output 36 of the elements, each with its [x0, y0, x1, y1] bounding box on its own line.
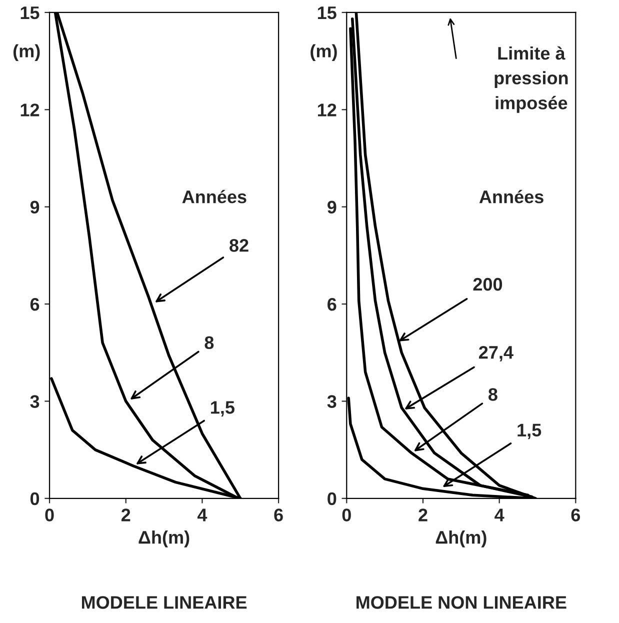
annotation: 27,4: [479, 346, 514, 362]
x-axis-title: Δh(m): [436, 530, 486, 548]
y-tick-label: 15: [20, 6, 40, 20]
annotation: Années: [479, 190, 544, 204]
x-tick-label: 0: [45, 508, 54, 522]
x-tick-label: 2: [418, 508, 428, 522]
annotation: Années: [182, 190, 246, 204]
annotation: 8: [204, 336, 214, 350]
x-tick-label: 4: [494, 508, 504, 522]
y-axis-title: (m): [13, 44, 40, 62]
x-tick-label: 0: [342, 508, 351, 522]
annotation: Limite à pression imposée: [494, 46, 568, 113]
annotation: 82: [230, 239, 248, 252]
y-axis-title: (m): [310, 44, 337, 62]
x-tick-label: 6: [274, 508, 283, 522]
y-tick-label: 6: [30, 298, 40, 311]
annotation: 1,5: [518, 424, 542, 440]
y-tick-label: 9: [328, 200, 336, 214]
y-tick-label: 3: [30, 395, 40, 408]
x-tick-label: 2: [121, 508, 130, 522]
annotation: 1,5: [211, 401, 234, 416]
y-tick-label: 15: [318, 6, 336, 20]
x-tick-label: 4: [197, 508, 208, 522]
y-tick-label: 0: [30, 492, 40, 506]
text: MODELE NON LINEAIRE: [356, 596, 566, 609]
x-tick-label: 6: [571, 508, 580, 522]
y-tick-label: 12: [318, 104, 336, 116]
annotation: 8: [488, 388, 498, 401]
y-tick-label: 12: [20, 104, 40, 116]
y-tick-label: 0: [328, 492, 336, 506]
annotation: 200: [473, 278, 502, 291]
y-tick-label: 3: [327, 395, 336, 408]
x-axis-title: Δh(m): [138, 530, 190, 548]
text: MODELE LINEAIRE: [82, 596, 247, 609]
y-tick-label: 9: [30, 200, 40, 214]
y-tick-label: 6: [328, 298, 336, 311]
